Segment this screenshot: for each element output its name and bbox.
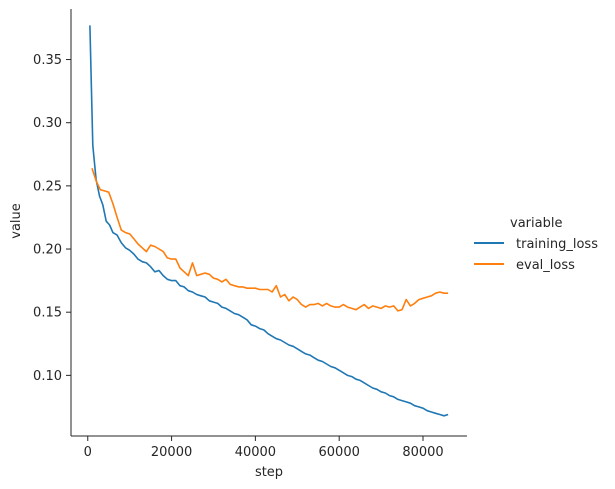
x-axis-label: step — [255, 465, 283, 480]
series-line-training-loss — [89, 25, 449, 417]
legend-label-eval-loss: eval_loss — [516, 258, 575, 273]
y-tick-label: 0.15 — [33, 306, 62, 321]
y-tick-label: 0.35 — [33, 53, 62, 68]
legend-entry-training-loss: training_loss — [474, 237, 598, 252]
y-tick-label: 0.25 — [33, 179, 62, 194]
x-tick-label: 60000 — [319, 445, 360, 460]
x-tick-label: 0 — [84, 445, 92, 460]
plot-area: 0 20000 40000 60000 80000 0.100.150.200.250.… — [33, 9, 467, 460]
legend-label-training-loss: training_loss — [516, 237, 598, 252]
y-tick-label: 0.30 — [33, 116, 62, 131]
legend: variable training_loss eval_loss — [474, 216, 598, 273]
x-tick-label: 80000 — [402, 445, 443, 460]
y-tick-label: 0.10 — [33, 369, 62, 384]
x-tick-label: 40000 — [235, 445, 276, 460]
series-layer — [89, 25, 449, 417]
legend-title: variable — [510, 216, 562, 231]
legend-entry-eval-loss: eval_loss — [474, 258, 575, 273]
series-line-eval-loss — [91, 167, 449, 312]
y-axis-label: value — [9, 203, 24, 239]
y-tick-label: 0.20 — [33, 243, 62, 258]
x-tick-label: 20000 — [151, 445, 192, 460]
x-axis-ticks: 0 20000 40000 60000 80000 — [84, 436, 444, 460]
y-axis-ticks: 0.10 0.15 0.20 0.25 0.30 0.35 — [33, 53, 71, 384]
